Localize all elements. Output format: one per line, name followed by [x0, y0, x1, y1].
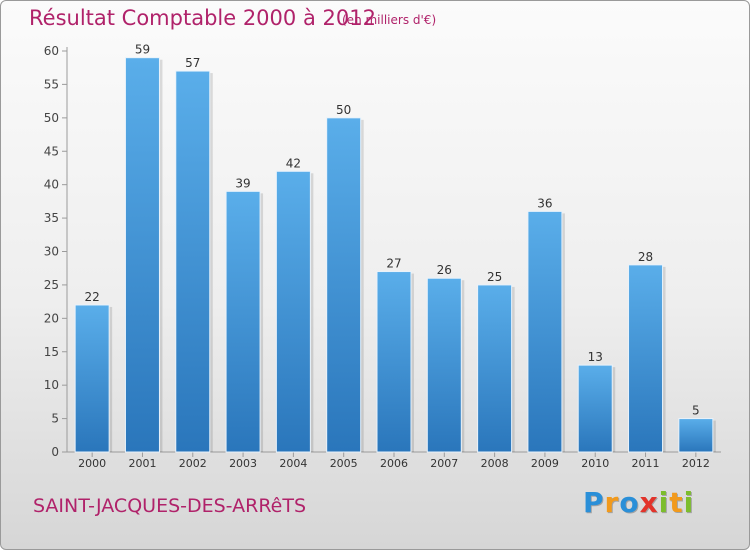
- bar-value-label: 36: [537, 196, 552, 210]
- commune-name: SAINT-JACQUES-DES-ARRêTS: [33, 495, 307, 517]
- bar-chart: 0 5 10 15 20 25 30 35 40 45 50 55 60 2000 2001 2002 2003…: [44, 43, 721, 470]
- x-tick-label: 2005: [330, 457, 358, 470]
- bar-value-label: 59: [135, 43, 150, 57]
- bar-2004[interactable]: [275, 170, 311, 453]
- chart-title: Résultat Comptable 2000 à 2012: [29, 6, 376, 30]
- x-tick-label: 2006: [380, 457, 408, 470]
- bar-2001[interactable]: [124, 57, 160, 453]
- x-tick-label: 2008: [481, 457, 509, 470]
- x-tick-label: 2003: [229, 457, 257, 470]
- x-tick-label: 2012: [682, 457, 710, 470]
- bar-value-label: 27: [386, 257, 401, 271]
- y-tick-label: 40: [44, 178, 59, 192]
- y-tick-label: 45: [44, 144, 59, 158]
- y-tick-label: 15: [44, 345, 59, 359]
- y-tick-label: 0: [51, 445, 59, 459]
- x-tick-label: 2004: [279, 457, 307, 470]
- bar-value-label: 5: [692, 404, 700, 418]
- bar-value-label: 39: [235, 176, 250, 190]
- chart-axes: 0 5 10 15 20 25 30 35 40 45 50 55 60 2000 2001 2002 2003…: [44, 44, 721, 470]
- logo-letter: P: [583, 486, 605, 519]
- bar-value-label: 57: [185, 56, 200, 70]
- y-tick-label: 55: [44, 77, 59, 91]
- y-tick-label: 10: [44, 378, 59, 392]
- bar-2012[interactable]: [678, 418, 714, 453]
- bar-value-label: 22: [85, 290, 100, 304]
- y-tick-label: 50: [44, 111, 59, 125]
- bar-2011[interactable]: [628, 264, 664, 453]
- x-tick-label: 2010: [581, 457, 609, 470]
- bar-2005[interactable]: [326, 117, 362, 453]
- y-tick-label: 30: [44, 245, 59, 259]
- logo-letter: r: [604, 486, 620, 519]
- bar-value-label: 28: [638, 250, 653, 264]
- x-tick-label: 2011: [632, 457, 660, 470]
- y-tick-label: 60: [44, 44, 59, 58]
- bar-2003[interactable]: [225, 190, 261, 453]
- bar-value-label: 42: [286, 156, 301, 170]
- x-tick-label: 2001: [128, 457, 156, 470]
- bar-value-label: 13: [588, 350, 603, 364]
- x-tick-label: 2000: [78, 457, 106, 470]
- chart-subtitle: (en milliers d'€): [342, 13, 437, 27]
- bar-2002[interactable]: [175, 70, 211, 453]
- proxiti-logo[interactable]: Proxiti: [583, 486, 694, 519]
- logo-letter: i: [683, 486, 695, 519]
- bar-value-label: 25: [487, 270, 502, 284]
- y-tick-label: 25: [44, 278, 59, 292]
- bar-2007[interactable]: [426, 277, 462, 453]
- bar-2006[interactable]: [376, 271, 412, 453]
- y-tick-label: 5: [51, 412, 59, 426]
- logo-letter: t: [669, 486, 684, 519]
- logo-letter: i: [658, 486, 670, 519]
- bar-2008[interactable]: [477, 284, 513, 453]
- chart-bars: 22 59 57 39 42 50 27 26 25 36 13 28 5: [74, 43, 716, 453]
- bar-2000[interactable]: [74, 304, 110, 453]
- x-tick-label: 2002: [179, 457, 207, 470]
- logo-letter: x: [639, 486, 659, 519]
- bar-value-label: 50: [336, 103, 351, 117]
- bar-2010[interactable]: [577, 364, 613, 453]
- y-tick-label: 35: [44, 211, 59, 225]
- bar-value-label: 26: [437, 263, 452, 277]
- y-tick-label: 20: [44, 311, 59, 325]
- logo-letter: o: [619, 486, 640, 519]
- x-tick-label: 2007: [430, 457, 458, 470]
- bar-2009[interactable]: [527, 210, 563, 453]
- x-tick-label: 2009: [531, 457, 559, 470]
